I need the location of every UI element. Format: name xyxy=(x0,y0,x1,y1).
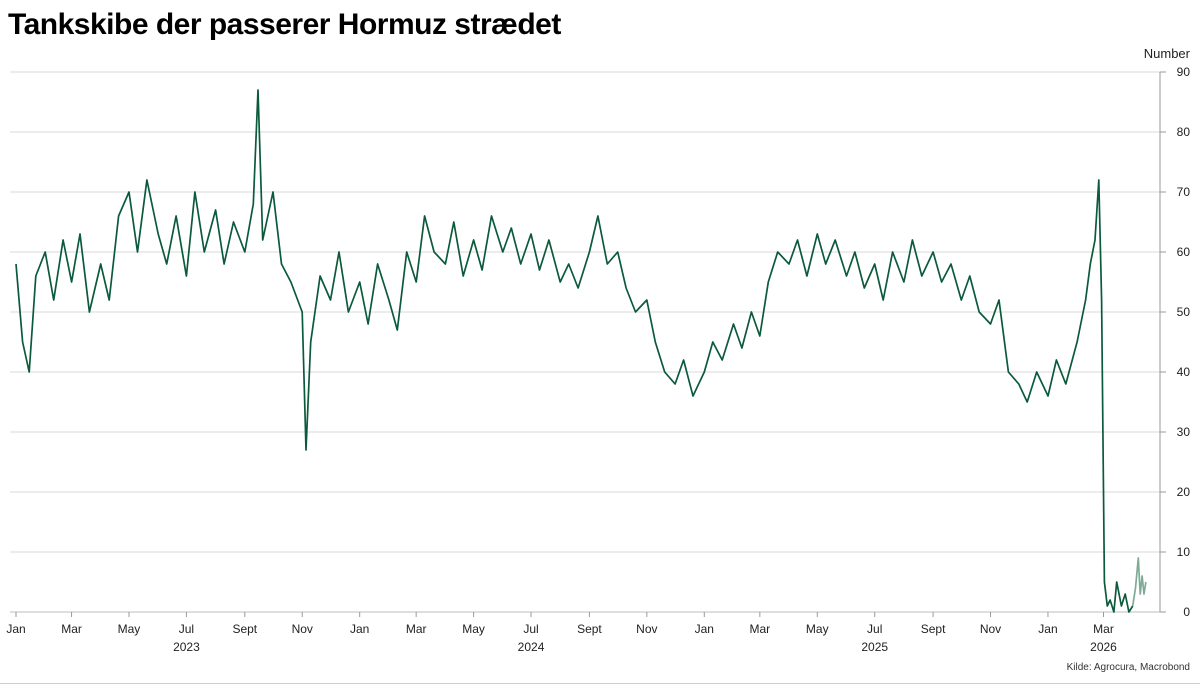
y-tick-label: 60 xyxy=(1177,245,1191,259)
x-tick-label: May xyxy=(118,622,141,636)
source-note: Kilde: Agrocura, Macrobond xyxy=(1066,662,1190,673)
series-line-1 xyxy=(1131,557,1147,607)
y-tick-label: 40 xyxy=(1177,365,1191,379)
x-tick-label: Jul xyxy=(179,622,194,636)
y-tick-label: 90 xyxy=(1177,65,1191,79)
x-tick-label: Nov xyxy=(636,622,657,636)
x-tick-label: Sept xyxy=(577,622,602,636)
x-tick-label: Mar xyxy=(749,622,770,636)
bottom-divider xyxy=(0,683,1200,684)
x-tick-label: Jan xyxy=(1038,622,1057,636)
x-tick-label: Jan xyxy=(6,622,25,636)
x-tick-label: Sept xyxy=(232,622,257,636)
series-lines xyxy=(15,89,1147,613)
y-tick-label: 50 xyxy=(1177,305,1191,319)
x-axis: Jan Mar May Jul Sept Nov Jan Mar May Jul Sept Nov Ja… xyxy=(6,612,1117,654)
x-year-label: 2026 xyxy=(1090,640,1117,654)
y-tick-label: 80 xyxy=(1177,125,1191,139)
y-axis: 0 10 20 30 40 50 60 70 80 90 xyxy=(1159,65,1191,619)
x-tick-label: Jul xyxy=(867,622,882,636)
x-tick-label: May xyxy=(462,622,485,636)
x-year-label: 2024 xyxy=(518,640,545,654)
y-tick-label: 70 xyxy=(1177,185,1191,199)
x-tick-label: May xyxy=(806,622,829,636)
gridlines xyxy=(10,71,1160,613)
y-tick-label: 30 xyxy=(1177,425,1191,439)
x-tick-label: Jan xyxy=(350,622,369,636)
x-year-label: 2023 xyxy=(173,640,200,654)
x-tick-label: Mar xyxy=(406,622,427,636)
x-tick-label: Mar xyxy=(61,622,82,636)
chart-title: Tankskibe der passerer Hormuz strædet xyxy=(8,8,561,41)
x-tick-label: Sept xyxy=(921,622,946,636)
x-tick-label: Mar xyxy=(1093,622,1114,636)
x-tick-label: Jan xyxy=(695,622,714,636)
y-tick-label: 10 xyxy=(1177,545,1191,559)
y-axis-unit-label: Number xyxy=(1143,46,1190,61)
y-tick-label: 20 xyxy=(1177,485,1191,499)
x-tick-label: Jul xyxy=(523,622,538,636)
y-tick-label: 0 xyxy=(1183,605,1190,619)
x-tick-label: Nov xyxy=(980,622,1001,636)
series-line-0 xyxy=(15,89,1134,613)
x-tick-label: Nov xyxy=(292,622,313,636)
x-year-label: 2025 xyxy=(861,640,888,654)
